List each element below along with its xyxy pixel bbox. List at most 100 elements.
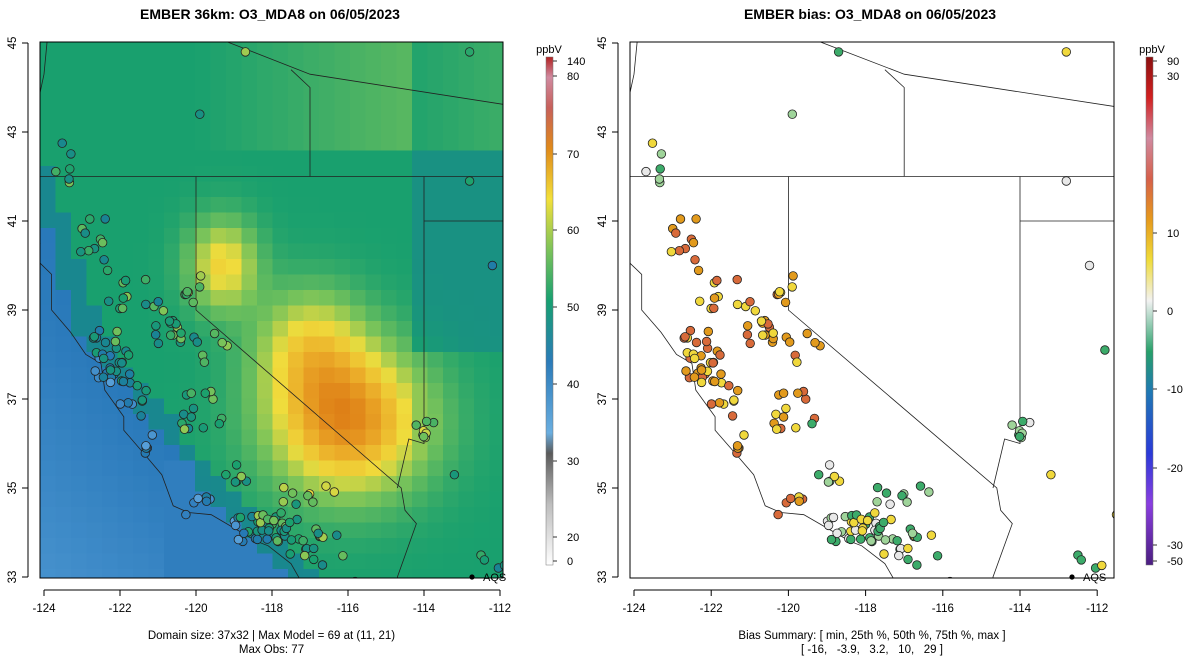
site-marker (176, 328, 186, 338)
grid-cell (350, 445, 367, 462)
grid-cell (117, 104, 134, 121)
bias-site-marker (832, 528, 842, 539)
grid-cell (365, 476, 382, 493)
grid-cell (102, 383, 119, 400)
grid-cell (288, 166, 305, 183)
grid-cell (334, 321, 351, 338)
grid-cell (179, 181, 196, 198)
grid-cell (133, 491, 150, 508)
grid-cell (474, 42, 491, 59)
grid-cell (303, 135, 320, 152)
grid-cell (350, 507, 367, 524)
grid-cell (443, 274, 460, 291)
right-colorbar-unit: ppbV (1139, 44, 1165, 56)
y-tick-label: 37 (7, 393, 19, 406)
grid-cell (365, 119, 382, 136)
grid-cell (350, 305, 367, 322)
grid-cell (226, 274, 243, 291)
grid-cell (303, 88, 320, 105)
grid-cell (489, 166, 503, 183)
grid-cell (164, 104, 181, 121)
grid-cell (350, 352, 367, 369)
grid-cell (195, 150, 212, 167)
grid-cell (117, 429, 134, 446)
grid-cell (210, 166, 227, 183)
bias-site-marker (902, 497, 912, 507)
grid-cell (226, 135, 243, 152)
bias-site-marker (1061, 176, 1072, 186)
grid-cell (241, 336, 258, 353)
grid-cell (474, 243, 491, 260)
bias-site-marker (924, 487, 934, 497)
grid-cell (40, 538, 57, 555)
grid-cell (86, 274, 103, 291)
grid-cell (272, 73, 289, 90)
grid-cell (40, 88, 57, 105)
grid-cell (40, 553, 57, 570)
bias-site-marker (866, 536, 876, 546)
grid-cell (350, 243, 367, 260)
grid-cell (381, 166, 398, 183)
grid-cell (396, 197, 413, 214)
grid-cell (381, 243, 398, 260)
grid-cell (489, 228, 503, 245)
grid-cell (241, 228, 258, 245)
site-marker (264, 526, 274, 536)
site-marker (124, 369, 135, 379)
grid-cell (241, 259, 258, 276)
grid-cell (133, 553, 150, 570)
grid-cell (474, 212, 491, 229)
grid-cell (179, 445, 196, 462)
grid-cell (179, 522, 196, 539)
bias-site-marker (802, 328, 812, 339)
grid-cell (319, 73, 336, 90)
grid-cell (319, 88, 336, 105)
grid-cell (164, 228, 181, 245)
grid-cell (164, 445, 181, 462)
left-axes: -124 -122 -120 -118 -116 -114 -112 33 35 37 39 41 43… (7, 37, 511, 615)
grid-cell (396, 553, 413, 570)
grid-cell (396, 259, 413, 276)
grid-cell (381, 228, 398, 245)
site-marker (499, 560, 503, 570)
grid-cell (443, 522, 460, 539)
bias-site-marker (745, 338, 755, 349)
grid-cell (40, 491, 57, 508)
grid-cell (148, 383, 165, 400)
grid-cell (210, 88, 227, 105)
grid-cell (474, 569, 491, 578)
grid-cell (226, 88, 243, 105)
site-marker (285, 549, 295, 559)
bias-site-marker (792, 357, 802, 367)
grid-cell (241, 104, 258, 121)
grid-cell (458, 57, 475, 74)
bias-site-marker (878, 517, 889, 528)
grid-cell (396, 305, 413, 322)
site-marker (123, 350, 134, 360)
grid-cell (365, 305, 382, 322)
grid-cell (412, 569, 429, 578)
site-marker (419, 431, 429, 442)
grid-cell (272, 166, 289, 183)
grid-cell (164, 460, 181, 477)
grid-cell (55, 553, 72, 570)
bias-site-marker (732, 441, 743, 451)
grid-cell (365, 429, 382, 446)
grid-cell (226, 197, 243, 214)
grid-cell (117, 460, 134, 477)
grid-cell (272, 460, 289, 477)
grid-cell (195, 305, 212, 322)
grid-cell (102, 73, 119, 90)
grid-cell (133, 367, 150, 384)
bias-map-background (630, 42, 1114, 578)
grid-cell (303, 290, 320, 307)
grid-cell (443, 73, 460, 90)
grid-cell (195, 429, 212, 446)
grid-cell (55, 73, 72, 90)
grid-cell (55, 274, 72, 291)
right-colorbar (1145, 56, 1154, 566)
bias-site-marker (824, 460, 835, 470)
grid-cell (365, 197, 382, 214)
grid-cell (40, 243, 57, 260)
grid-cell (241, 73, 258, 90)
